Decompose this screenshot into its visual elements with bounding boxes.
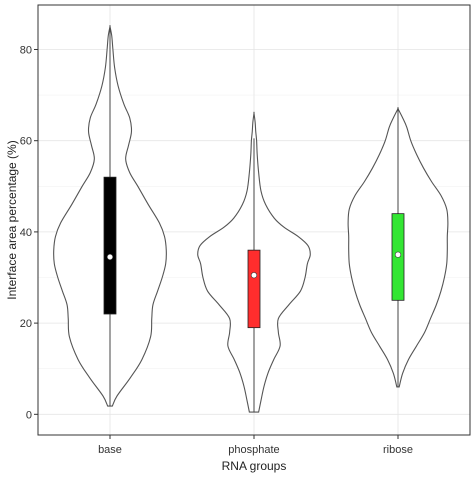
violin-ribose (347, 107, 449, 388)
median-point-phosphate (250, 272, 258, 279)
x-axis-title: RNA groups (222, 459, 287, 473)
y-axis-title: Interface area percentage (%) (5, 140, 19, 299)
x-tick-label-ribose: ribose (383, 444, 413, 456)
violin-series (53, 24, 449, 413)
y-tick-label: 20 (20, 318, 32, 330)
violin-phosphate (197, 111, 311, 413)
median-point-base (106, 253, 114, 261)
axes: 0 20 40 60 80 base phosphate ribose (20, 44, 413, 456)
violin-base (53, 24, 167, 407)
median-point-ribose (394, 251, 402, 258)
box-phosphate (247, 249, 261, 329)
box-base (103, 176, 117, 315)
x-tick-label-base: base (98, 444, 122, 456)
x-tick-label-phosphate: phosphate (228, 444, 279, 456)
y-tick-label: 60 (20, 136, 32, 148)
y-tick-label: 80 (20, 44, 32, 56)
y-tick-label: 0 (26, 409, 32, 421)
y-tick-label: 40 (20, 227, 32, 239)
